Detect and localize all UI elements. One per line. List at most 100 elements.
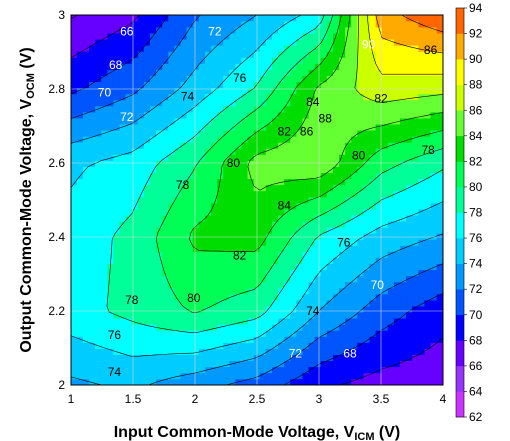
contour-band-cell (162, 63, 169, 70)
contour-band-cell (314, 208, 322, 216)
contour-band-cell (400, 129, 407, 137)
contour-band-cell (302, 105, 310, 113)
contour-band-cell (89, 93, 96, 101)
contour-band-cell (89, 178, 96, 186)
contour-band-cell (71, 20, 78, 28)
contour-band-cell (229, 45, 236, 52)
contour-band-cell (436, 105, 443, 113)
contour-band-cell (332, 123, 340, 131)
contour-band-cell (162, 93, 169, 101)
contour-band-cell (229, 233, 236, 240)
contour-band-cell (406, 354, 413, 362)
colorbar-band (456, 212, 464, 239)
contour-band-cell (180, 196, 188, 204)
contour-band-cell (302, 93, 310, 101)
contour-band-cell (393, 305, 401, 313)
contour-band-cell (137, 227, 145, 234)
contour-band-cell (149, 263, 157, 271)
contour-band-cell (89, 81, 96, 89)
contour-band-cell (162, 136, 169, 143)
colorbar-label: 86 (469, 103, 483, 117)
contour-band-cell (302, 287, 310, 295)
contour-band-cell (101, 287, 108, 295)
contour-band-cell (156, 293, 163, 301)
contour-band-cell (259, 154, 267, 161)
contour-band-cell (302, 142, 310, 149)
contour-band-cell (174, 245, 182, 252)
contour-band-cell (308, 348, 316, 355)
contour-band-cell (265, 166, 273, 174)
contour-band-cell (162, 227, 169, 234)
contour-band-cell (375, 142, 383, 149)
contour-band-cell (406, 38, 413, 46)
contour-band-cell (113, 51, 121, 58)
contour-band-cell (229, 281, 236, 289)
contour-band-cell (125, 336, 133, 343)
contour-band-cell (284, 172, 291, 180)
contour-band-cell (418, 148, 426, 155)
contour-band-cell (162, 51, 169, 58)
contour-band-cell (357, 208, 365, 216)
contour-band-cell (430, 75, 438, 83)
contour-band-cell (217, 342, 224, 349)
contour-band-cell (247, 111, 255, 119)
contour-band-cell (125, 184, 133, 192)
contour-band-cell (284, 348, 291, 355)
contour-band-cell (192, 366, 200, 374)
contour-band-cell (314, 336, 322, 343)
contour-band-cell (290, 317, 297, 325)
contour-band-cell (302, 160, 310, 167)
contour-band-cell (400, 178, 407, 186)
y-tick-label: 3 (58, 8, 65, 22)
contour-band-cell (320, 196, 328, 204)
contour-band-cell (198, 172, 206, 180)
contour-band-cell (412, 360, 419, 368)
contour-band-cell (162, 311, 169, 319)
contour-band-cell (119, 93, 127, 101)
contour-band-cell (229, 160, 236, 167)
contour-band-cell (241, 287, 249, 295)
contour-band-cell (393, 324, 401, 331)
contour-band-cell (351, 20, 358, 28)
contour-band-cell (363, 160, 371, 167)
contour-band-cell (430, 26, 438, 34)
contour-band-cell (393, 75, 401, 83)
contour-band-cell (284, 75, 291, 83)
contour-band-cell (168, 93, 175, 101)
contour-band-cell (406, 330, 413, 337)
contour-band-cell (393, 202, 401, 210)
contour-band-cell (284, 184, 291, 192)
contour-band-cell (406, 190, 413, 198)
contour-band-cell (369, 38, 377, 46)
contour-band-cell (229, 69, 236, 76)
contour-band-cell (95, 63, 102, 70)
contour-band-cell (210, 245, 218, 252)
contour-band-cell (162, 317, 169, 325)
contour-band-cell (381, 324, 389, 331)
contour-band-cell (302, 81, 310, 89)
contour-band-cell (186, 51, 194, 58)
contour-band-cell (369, 227, 377, 234)
contour-band-cell (95, 172, 102, 180)
contour-band-cell (393, 299, 401, 307)
contour-band-cell (107, 32, 114, 40)
contour-band-cell (192, 166, 200, 174)
contour-band-cell (326, 299, 334, 307)
contour-band-cell (168, 281, 175, 289)
contour-band-cell (247, 38, 255, 46)
contour-band-cell (284, 299, 291, 307)
contour-band-cell (265, 178, 273, 186)
contour-band-cell (369, 154, 377, 161)
contour-band-cell (381, 136, 389, 143)
contour-band-cell (143, 220, 151, 228)
contour-band-cell (290, 275, 297, 283)
contour-band-cell (82, 227, 90, 234)
contour-band-cell (369, 354, 377, 362)
contour-band-cell (186, 26, 194, 34)
contour-band-cell (125, 354, 133, 362)
contour-band-cell (89, 202, 96, 210)
contour-band-cell (326, 330, 334, 337)
contour-band-cell (174, 227, 182, 234)
contour-band-cell (149, 317, 157, 325)
contour-band-cell (137, 354, 145, 362)
